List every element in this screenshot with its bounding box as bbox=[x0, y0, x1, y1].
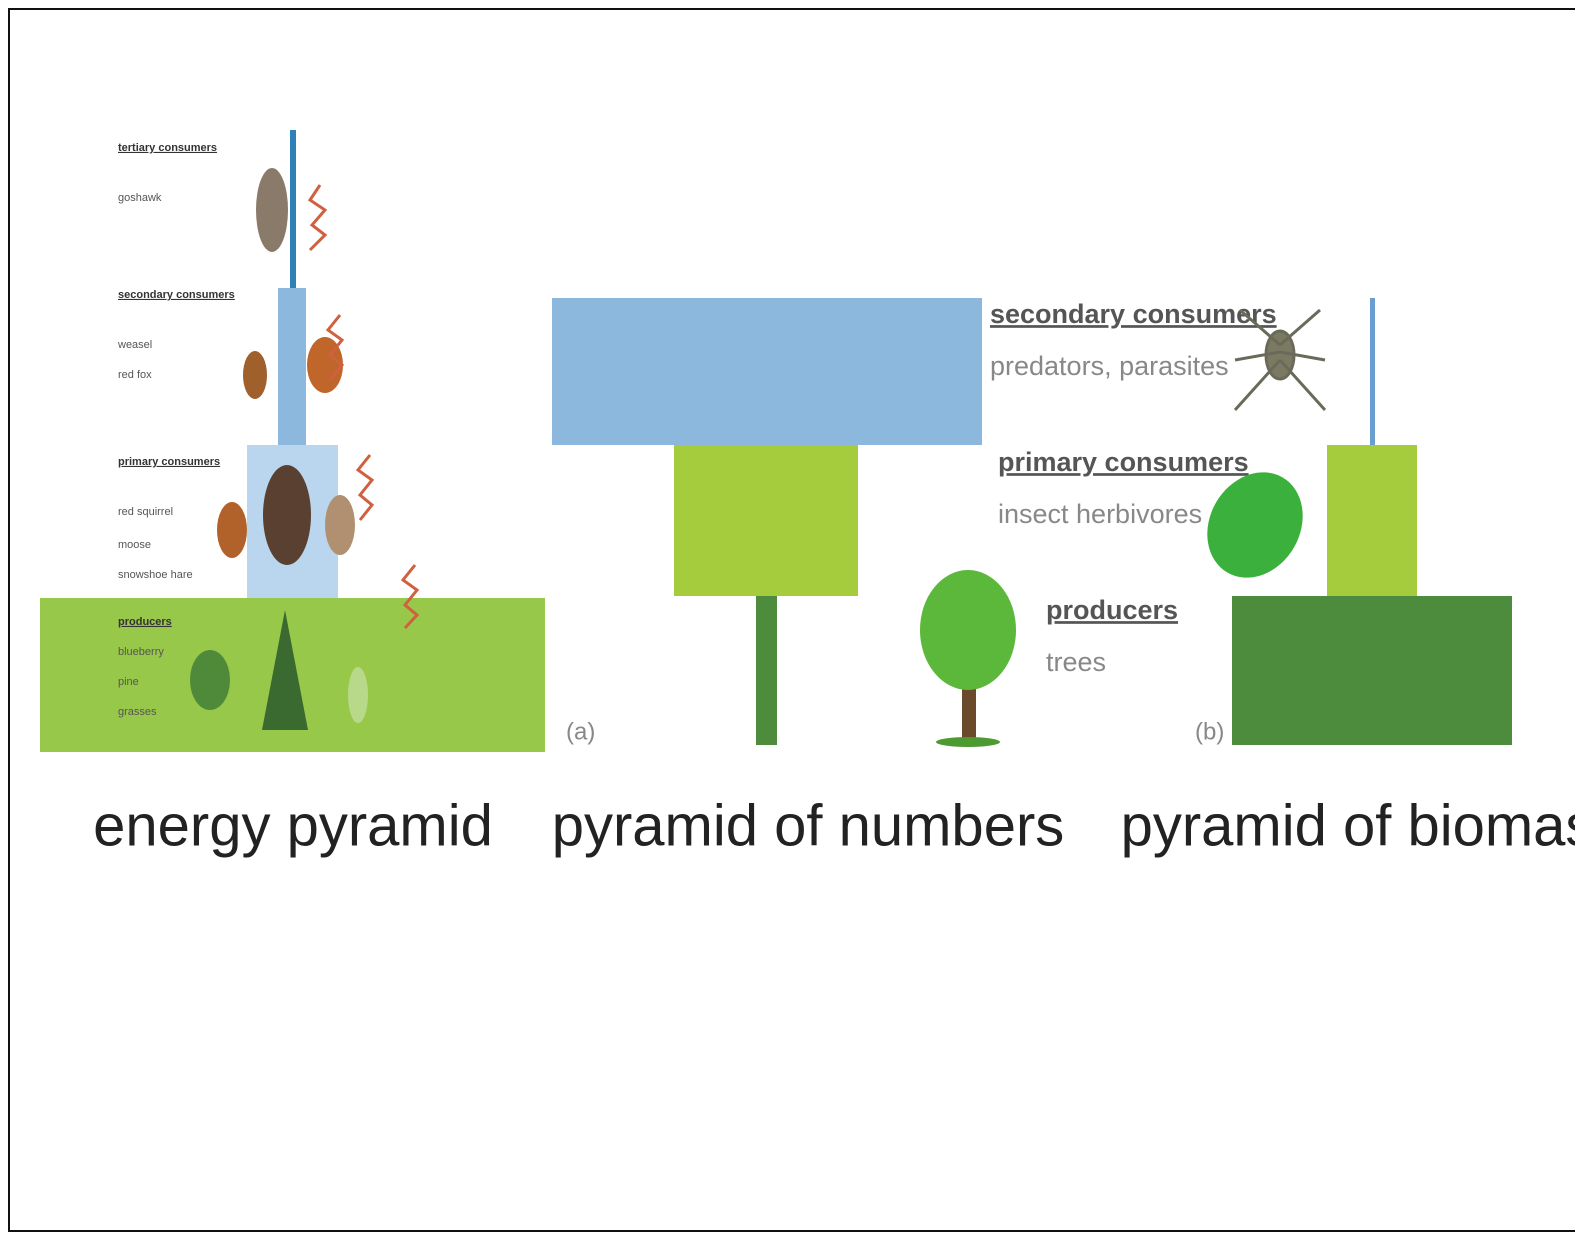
tree-ground bbox=[936, 737, 1000, 747]
secondary-level bbox=[1370, 298, 1375, 445]
level-name: primary consumers bbox=[118, 456, 220, 468]
caption: energy pyramid bbox=[93, 793, 493, 858]
page: tertiary consumers goshawk secondary con… bbox=[0, 0, 1575, 1236]
grass-icon bbox=[348, 667, 368, 723]
energy-pyramid: tertiary consumers goshawk secondary con… bbox=[40, 130, 545, 858]
energy-arrow bbox=[358, 455, 372, 520]
caption: pyramid of biomass bbox=[1121, 793, 1575, 858]
panel-label: (b) bbox=[1195, 718, 1224, 745]
level-name: secondary consumers bbox=[990, 299, 1277, 329]
primary-level bbox=[674, 445, 858, 596]
level-example: trees bbox=[1046, 647, 1106, 677]
secondary-level bbox=[552, 298, 982, 445]
level-name: primary consumers bbox=[998, 447, 1249, 477]
level-example: blueberry bbox=[118, 646, 164, 658]
hare-icon bbox=[325, 495, 355, 555]
panel-label: (a) bbox=[566, 718, 595, 745]
level-example: weasel bbox=[117, 339, 152, 351]
level-example: snowshoe hare bbox=[118, 569, 193, 581]
level-example: pine bbox=[118, 676, 139, 688]
level-example: insect herbivores bbox=[998, 499, 1202, 529]
level-example: red fox bbox=[118, 369, 152, 381]
secondary-level bbox=[278, 288, 306, 445]
tree-crown bbox=[920, 570, 1016, 690]
moose-icon bbox=[263, 465, 311, 565]
tertiary-level bbox=[290, 130, 296, 288]
squirrel-icon bbox=[217, 502, 247, 558]
energy-arrow bbox=[310, 185, 325, 250]
level-name: secondary consumers bbox=[118, 289, 235, 301]
primary-level bbox=[1327, 445, 1417, 596]
pyramid-of-biomass: (b) pyramid of biomass bbox=[1121, 298, 1575, 858]
caption: pyramid of numbers bbox=[552, 793, 1065, 858]
level-example: goshawk bbox=[118, 192, 162, 204]
blueberry-icon bbox=[190, 650, 230, 710]
producer-level bbox=[756, 596, 777, 745]
level-example: moose bbox=[118, 539, 151, 551]
hawk-icon bbox=[256, 168, 288, 252]
level-example: grasses bbox=[118, 706, 157, 718]
level-name: producers bbox=[118, 616, 172, 628]
level-name: tertiary consumers bbox=[118, 142, 217, 154]
level-name: producers bbox=[1046, 595, 1178, 625]
level-example: red squirrel bbox=[118, 506, 173, 518]
weasel-icon bbox=[243, 351, 267, 399]
diagram: tertiary consumers goshawk secondary con… bbox=[0, 0, 1575, 1236]
producer-level bbox=[1232, 596, 1512, 745]
pyramid-of-numbers: (a) secondary consumers predators, paras… bbox=[552, 298, 1277, 858]
level-example: predators, parasites bbox=[990, 351, 1229, 381]
